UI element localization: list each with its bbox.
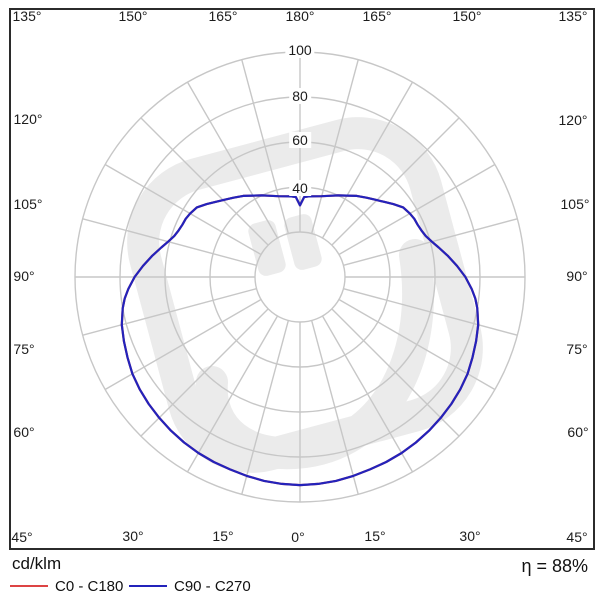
radial-tick-label: 40: [289, 180, 311, 196]
radial-tick-label: 100: [285, 42, 315, 58]
angle-label-bottom: 30°: [459, 528, 481, 544]
angle-label-bottom: 15°: [364, 528, 386, 544]
legend-line-red-icon: [10, 585, 48, 587]
angle-label-bottom: 15°: [212, 528, 234, 544]
angle-label-bottom: 30°: [122, 528, 144, 544]
angle-label-top: 150°: [118, 8, 148, 24]
angle-label-left: 120°: [13, 111, 43, 127]
efficiency-label: η = 88%: [521, 556, 588, 576]
angle-label-left: 45°: [11, 529, 33, 545]
legend: C0 - C180 C90 - C270: [0, 577, 600, 595]
angle-label-top: 165°: [208, 8, 238, 24]
angle-label-right: 45°: [566, 529, 588, 545]
curve-C90-C270: [120, 194, 480, 487]
angle-label-right: 90°: [566, 268, 588, 284]
radial-tick-label: 80: [289, 88, 311, 104]
legend-item-c0-c180: C0 - C180: [10, 577, 123, 595]
angle-label-left: 60°: [13, 424, 35, 440]
angle-label-top: 165°: [362, 8, 392, 24]
legend-item-c90-c270: C90 - C270: [129, 577, 251, 595]
radial-tick-label: 60: [289, 132, 311, 148]
angle-label-top: 135°: [12, 8, 42, 24]
legend-line-blue-icon: [129, 585, 167, 587]
angle-label-top: 135°: [558, 8, 588, 24]
angle-label-right: 60°: [567, 424, 589, 440]
angle-label-top: 150°: [452, 8, 482, 24]
angle-label-left: 90°: [13, 268, 35, 284]
legend-label: C0 - C180: [55, 577, 124, 595]
watermark-logo: [127, 117, 483, 473]
angle-label-right: 75°: [566, 341, 588, 357]
angle-label-right: 120°: [558, 112, 588, 128]
chart-frame: [9, 8, 595, 550]
angle-label-right: 105°: [560, 196, 590, 212]
angle-label-left: 105°: [13, 196, 43, 212]
angle-label-top: 180°: [285, 8, 315, 24]
polar-grid: [74, 51, 526, 503]
legend-label: C90 - C270: [174, 577, 251, 595]
unit-label: cd/klm: [12, 554, 62, 573]
angle-label-bottom: 0°: [291, 529, 305, 545]
angle-label-left: 75°: [13, 341, 35, 357]
